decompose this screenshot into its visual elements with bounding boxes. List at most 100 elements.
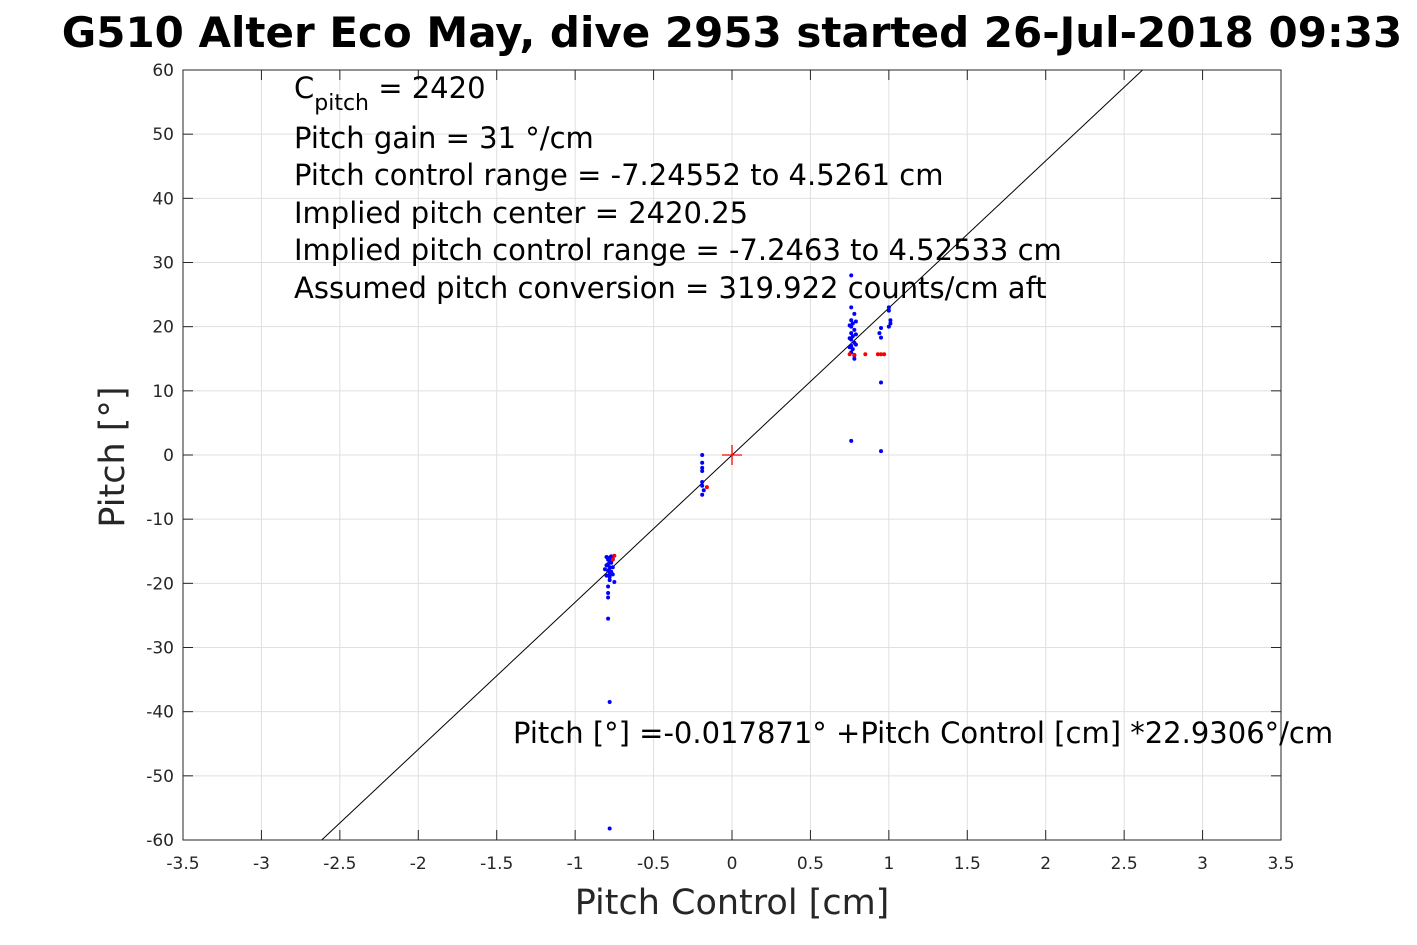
y-tick-label: 30 <box>152 254 174 274</box>
y-tick-label: 40 <box>152 189 174 209</box>
y-tick-label: -20 <box>146 574 174 594</box>
data-point <box>877 331 882 336</box>
data-point <box>852 327 857 332</box>
data-point <box>700 453 705 457</box>
x-tick-label: 1.5 <box>954 854 981 874</box>
x-tick-label: -1 <box>567 854 584 874</box>
data-point <box>606 616 611 621</box>
data-point <box>607 578 612 583</box>
data-point <box>853 332 858 337</box>
y-tick-label: -30 <box>146 639 174 659</box>
data-point <box>606 595 611 600</box>
data-points <box>602 273 893 831</box>
data-point <box>882 352 887 357</box>
data-point <box>853 342 858 347</box>
data-point <box>888 321 893 326</box>
data-point <box>700 460 705 465</box>
data-point <box>700 469 705 474</box>
data-point <box>607 565 612 570</box>
data-point <box>610 572 615 577</box>
data-point <box>888 318 893 323</box>
data-point <box>879 380 884 385</box>
pitch-conversion-annotation: Assumed pitch conversion = 319.922 count… <box>294 271 1047 305</box>
y-tick-label: -60 <box>146 831 174 851</box>
y-tick-label: -10 <box>146 510 174 530</box>
data-point <box>847 336 852 341</box>
data-point <box>879 325 884 330</box>
fit-equation-annotation: Pitch [°] =-0.017871° +Pitch Control [cm… <box>513 716 1333 750</box>
data-point <box>852 311 857 316</box>
y-tick-label: -40 <box>146 703 174 723</box>
data-point <box>701 488 706 493</box>
data-point <box>700 483 705 488</box>
chart-title: G510 Alter Eco May, dive 2953 started 26… <box>62 8 1402 57</box>
y-tick-label: -50 <box>146 767 174 787</box>
data-point <box>879 449 884 454</box>
data-point <box>604 563 609 568</box>
data-point <box>700 492 705 497</box>
y-tick-label: 20 <box>152 318 174 338</box>
data-point <box>886 324 891 329</box>
data-point <box>849 331 854 336</box>
y-axis-label: Pitch [°] <box>93 386 133 527</box>
data-point <box>604 573 609 578</box>
x-tick-labels: -3.5 -3 -2.5 -2 -1.5 -1 -0.5 0 0.5 1 1.5 2 2.5 3 3.5 <box>166 854 1294 874</box>
data-point <box>606 568 611 573</box>
c-pitch-base: C <box>294 71 314 105</box>
x-tick-label: 2.5 <box>1111 854 1138 874</box>
y-tick-label: 0 <box>163 446 174 466</box>
data-point <box>863 352 868 357</box>
data-point <box>604 555 609 560</box>
y-tick-labels: -60 -50 -40 -30 -20 -10 0 10 20 30 40 50 60 <box>146 61 174 851</box>
data-point <box>700 465 705 470</box>
data-point <box>847 345 852 350</box>
y-tick-label: 60 <box>152 61 174 81</box>
data-point <box>609 560 614 565</box>
data-point <box>847 352 852 357</box>
data-point <box>853 319 858 324</box>
data-point <box>610 557 615 562</box>
pitch-control-range-annotation: Pitch control range = -7.24552 to 4.5261… <box>294 158 943 192</box>
data-point <box>607 700 612 705</box>
data-point <box>849 273 854 278</box>
x-tick-label: -3 <box>253 854 270 874</box>
data-point <box>849 438 854 443</box>
axis-ticks <box>182 69 1282 841</box>
data-point <box>609 554 614 559</box>
y-tick-label: 50 <box>152 125 174 145</box>
y-tick-label: 10 <box>152 382 174 402</box>
data-point <box>875 352 880 357</box>
data-point <box>850 321 855 326</box>
data-point <box>612 553 617 558</box>
data-point <box>886 305 891 310</box>
x-tick-label: 0 <box>727 854 738 874</box>
data-point <box>852 352 857 357</box>
data-point <box>849 305 854 310</box>
data-point <box>700 479 705 484</box>
data-point <box>606 584 611 589</box>
c-pitch-subscript: pitch <box>314 91 369 116</box>
data-point <box>606 590 611 595</box>
x-tick-label: 3.5 <box>1267 854 1294 874</box>
x-tick-label: 1 <box>883 854 894 874</box>
x-tick-label: 0.5 <box>797 854 824 874</box>
center-marker-group <box>722 445 742 465</box>
data-point <box>879 352 884 357</box>
x-tick-label: -0.5 <box>637 854 670 874</box>
data-point <box>850 334 855 339</box>
pitch-gain-annotation: Pitch gain = 31 °/cm <box>294 121 594 155</box>
x-axis-label: Pitch Control [cm] <box>575 883 890 923</box>
data-point <box>879 335 884 340</box>
data-point <box>612 580 617 585</box>
c-pitch-value: = 2420 <box>369 71 486 105</box>
x-tick-label: -2.5 <box>323 854 356 874</box>
x-tick-label: -2 <box>410 854 427 874</box>
x-tick-label: -1.5 <box>480 854 513 874</box>
data-point <box>607 826 612 831</box>
implied-pitch-control-range-annotation: Implied pitch control range = -7.2463 to… <box>294 233 1062 267</box>
data-point <box>847 323 852 328</box>
x-tick-label: -3.5 <box>166 854 199 874</box>
data-point <box>607 574 612 579</box>
data-point <box>610 565 615 570</box>
